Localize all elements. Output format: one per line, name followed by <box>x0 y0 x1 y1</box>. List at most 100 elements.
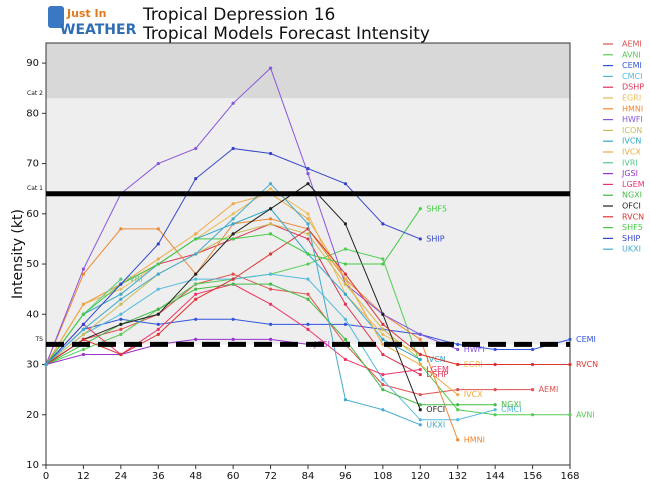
series-point <box>231 202 235 206</box>
y-tick-label: 90 <box>26 58 39 69</box>
y-tick-label: 20 <box>26 410 39 421</box>
series-point <box>306 252 310 256</box>
series-point <box>306 232 310 236</box>
series-point <box>231 232 235 236</box>
threshold-label: Cat 1 <box>27 185 43 192</box>
series-point <box>194 277 198 281</box>
series-line <box>45 338 309 366</box>
legend-label: AVNI <box>622 50 641 59</box>
series-point <box>530 347 535 352</box>
series-point <box>81 347 86 352</box>
series-point <box>119 332 123 336</box>
x-tick-label: 120 <box>411 471 430 482</box>
series-point <box>156 242 160 246</box>
band <box>46 43 570 99</box>
series-point <box>194 287 198 291</box>
series-point <box>156 272 160 276</box>
series-point <box>381 312 385 316</box>
series-point <box>119 292 123 296</box>
y-tick-label: 30 <box>26 360 39 371</box>
end-label: IVCN <box>426 355 445 364</box>
series-point <box>343 357 348 362</box>
series-point <box>306 217 310 221</box>
y-tick-label: 40 <box>26 309 39 320</box>
series-point <box>456 362 460 367</box>
x-tick-label: 168 <box>560 471 579 482</box>
series-point <box>268 217 273 221</box>
series-point <box>156 322 160 326</box>
series-point <box>194 272 198 276</box>
threshold-label: Cat 2 <box>27 90 43 97</box>
legend-label: IVCX <box>622 148 641 157</box>
series-line <box>45 193 459 396</box>
end-label: RVCN <box>576 360 598 369</box>
end-label: NGXI <box>501 400 521 409</box>
legend-label: HMNI <box>622 104 643 113</box>
series-point <box>493 347 497 352</box>
series-point <box>381 372 385 377</box>
series-point <box>456 403 460 407</box>
series-point <box>381 408 385 412</box>
series-point <box>418 367 422 372</box>
series-point <box>568 413 572 417</box>
band <box>46 98 570 345</box>
x-tick-label: 84 <box>302 471 315 482</box>
series-point <box>343 222 348 226</box>
series-point <box>81 337 86 342</box>
series-point <box>81 272 86 276</box>
legend-label: IVRI <box>622 158 638 167</box>
series-point <box>418 362 422 367</box>
series-point <box>306 212 310 216</box>
series-point <box>381 327 385 331</box>
legend-label: IVCN <box>622 137 641 146</box>
series-point <box>381 388 385 392</box>
series-point <box>268 287 273 291</box>
x-tick-label: 72 <box>264 471 277 482</box>
legend-label: OFCI <box>622 202 641 211</box>
x-tick-label: 60 <box>227 471 240 482</box>
series-point <box>456 393 460 397</box>
series-point <box>231 277 235 281</box>
series-point <box>231 146 235 151</box>
series-point <box>194 252 198 256</box>
series-point <box>381 352 385 357</box>
series-point <box>456 347 460 352</box>
x-tick-label: 0 <box>43 471 49 482</box>
series-point <box>231 282 235 286</box>
series-point <box>44 362 48 367</box>
series-point <box>119 302 123 306</box>
series-point <box>381 337 385 342</box>
series-point <box>268 252 273 256</box>
series-point <box>418 357 422 362</box>
series-point <box>156 161 160 166</box>
series-point <box>418 408 422 412</box>
series-point <box>306 262 310 266</box>
series-line <box>45 67 458 365</box>
series-point <box>156 327 160 331</box>
end-label: SHIP <box>426 234 444 243</box>
series-point <box>194 237 198 241</box>
series-point <box>343 277 348 281</box>
series-point <box>268 151 273 156</box>
logo-icon <box>48 6 64 28</box>
series-point <box>268 322 273 326</box>
series-point <box>268 282 273 286</box>
series-point <box>530 388 535 392</box>
series-point <box>81 312 86 316</box>
series-point <box>81 267 86 271</box>
series-point <box>119 312 123 316</box>
series-point <box>231 237 235 241</box>
end-label: IVCX <box>464 390 483 399</box>
end-label: CEMI <box>576 335 596 344</box>
series-point <box>231 217 235 221</box>
series-point <box>231 101 235 105</box>
series-point <box>119 227 123 231</box>
series-point <box>81 327 86 331</box>
series-point <box>343 337 348 342</box>
series-point <box>119 287 123 291</box>
series-point <box>381 222 385 226</box>
legend-label: LGEM <box>622 180 645 189</box>
series-point <box>343 262 348 266</box>
legend-label: SHIP <box>622 234 640 243</box>
series-point <box>381 262 385 266</box>
